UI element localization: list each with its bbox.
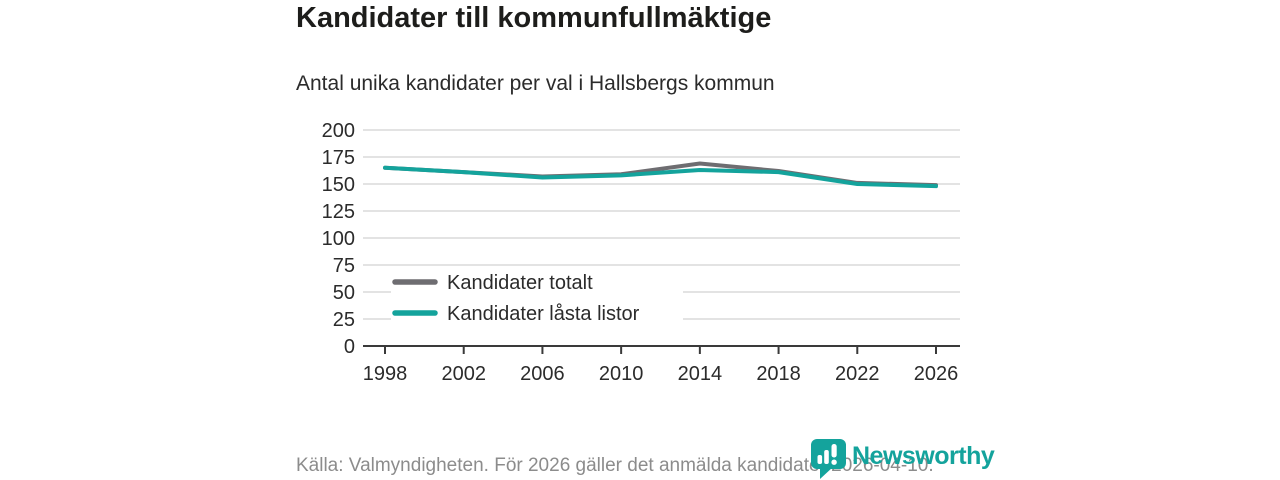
y-tick-label: 0: [344, 336, 355, 358]
y-tick-label: 150: [322, 174, 355, 196]
y-axis-labels: 0 25 50 75 100 125 150 175 200: [322, 120, 355, 358]
series-line-kandidater-l-sta-listor: [383, 165, 938, 189]
series-lines: [383, 161, 938, 189]
x-tick-label: 2002: [441, 363, 486, 385]
newsworthy-wordmark: Newsworthy: [852, 442, 995, 470]
y-tick-label: 50: [333, 282, 355, 304]
source-note: Källa: Valmyndigheten. För 2026 gäller d…: [296, 455, 934, 476]
y-tick-label: 100: [322, 228, 355, 250]
newsworthy-bubble-chart-icon: [811, 439, 846, 479]
y-tick-label: 125: [322, 201, 355, 223]
y-tick-label: 25: [333, 309, 355, 331]
newsworthy-logo: Newsworthy: [810, 438, 995, 480]
legend-label: Kandidater totalt: [447, 272, 593, 294]
x-tick-label: 2006: [520, 363, 565, 385]
line-chart: 0 25 50 75 100 125 150 175 200 1998 2002 2006 2010 20…: [296, 115, 976, 395]
x-tick-label: 1998: [363, 363, 408, 385]
x-tick-label: 2022: [835, 363, 880, 385]
y-tick-label: 75: [333, 255, 355, 277]
x-tick-label: 2010: [599, 363, 644, 385]
x-tick-label: 2026: [914, 363, 959, 385]
chart-subtitle: Antal unika kandidater per val i Hallsbe…: [296, 72, 775, 95]
x-tick-label: 2014: [678, 363, 723, 385]
page-title: Kandidater till kommunfullmäktige: [296, 2, 772, 34]
x-axis: 1998 2002 2006 2010 2014 2018 2022 2026: [363, 345, 960, 385]
y-tick-label: 175: [322, 147, 355, 169]
x-tick-label: 2018: [756, 363, 801, 385]
legend-background: [391, 266, 683, 332]
legend-label: Kandidater låsta listor: [447, 303, 640, 325]
y-tick-label: 200: [322, 120, 355, 142]
line-chart-svg: 0 25 50 75 100 125 150 175 200 1998 2002 2006 2010 20…: [322, 120, 960, 385]
legend: Kandidater totalt Kandidater låsta listor: [391, 266, 683, 332]
